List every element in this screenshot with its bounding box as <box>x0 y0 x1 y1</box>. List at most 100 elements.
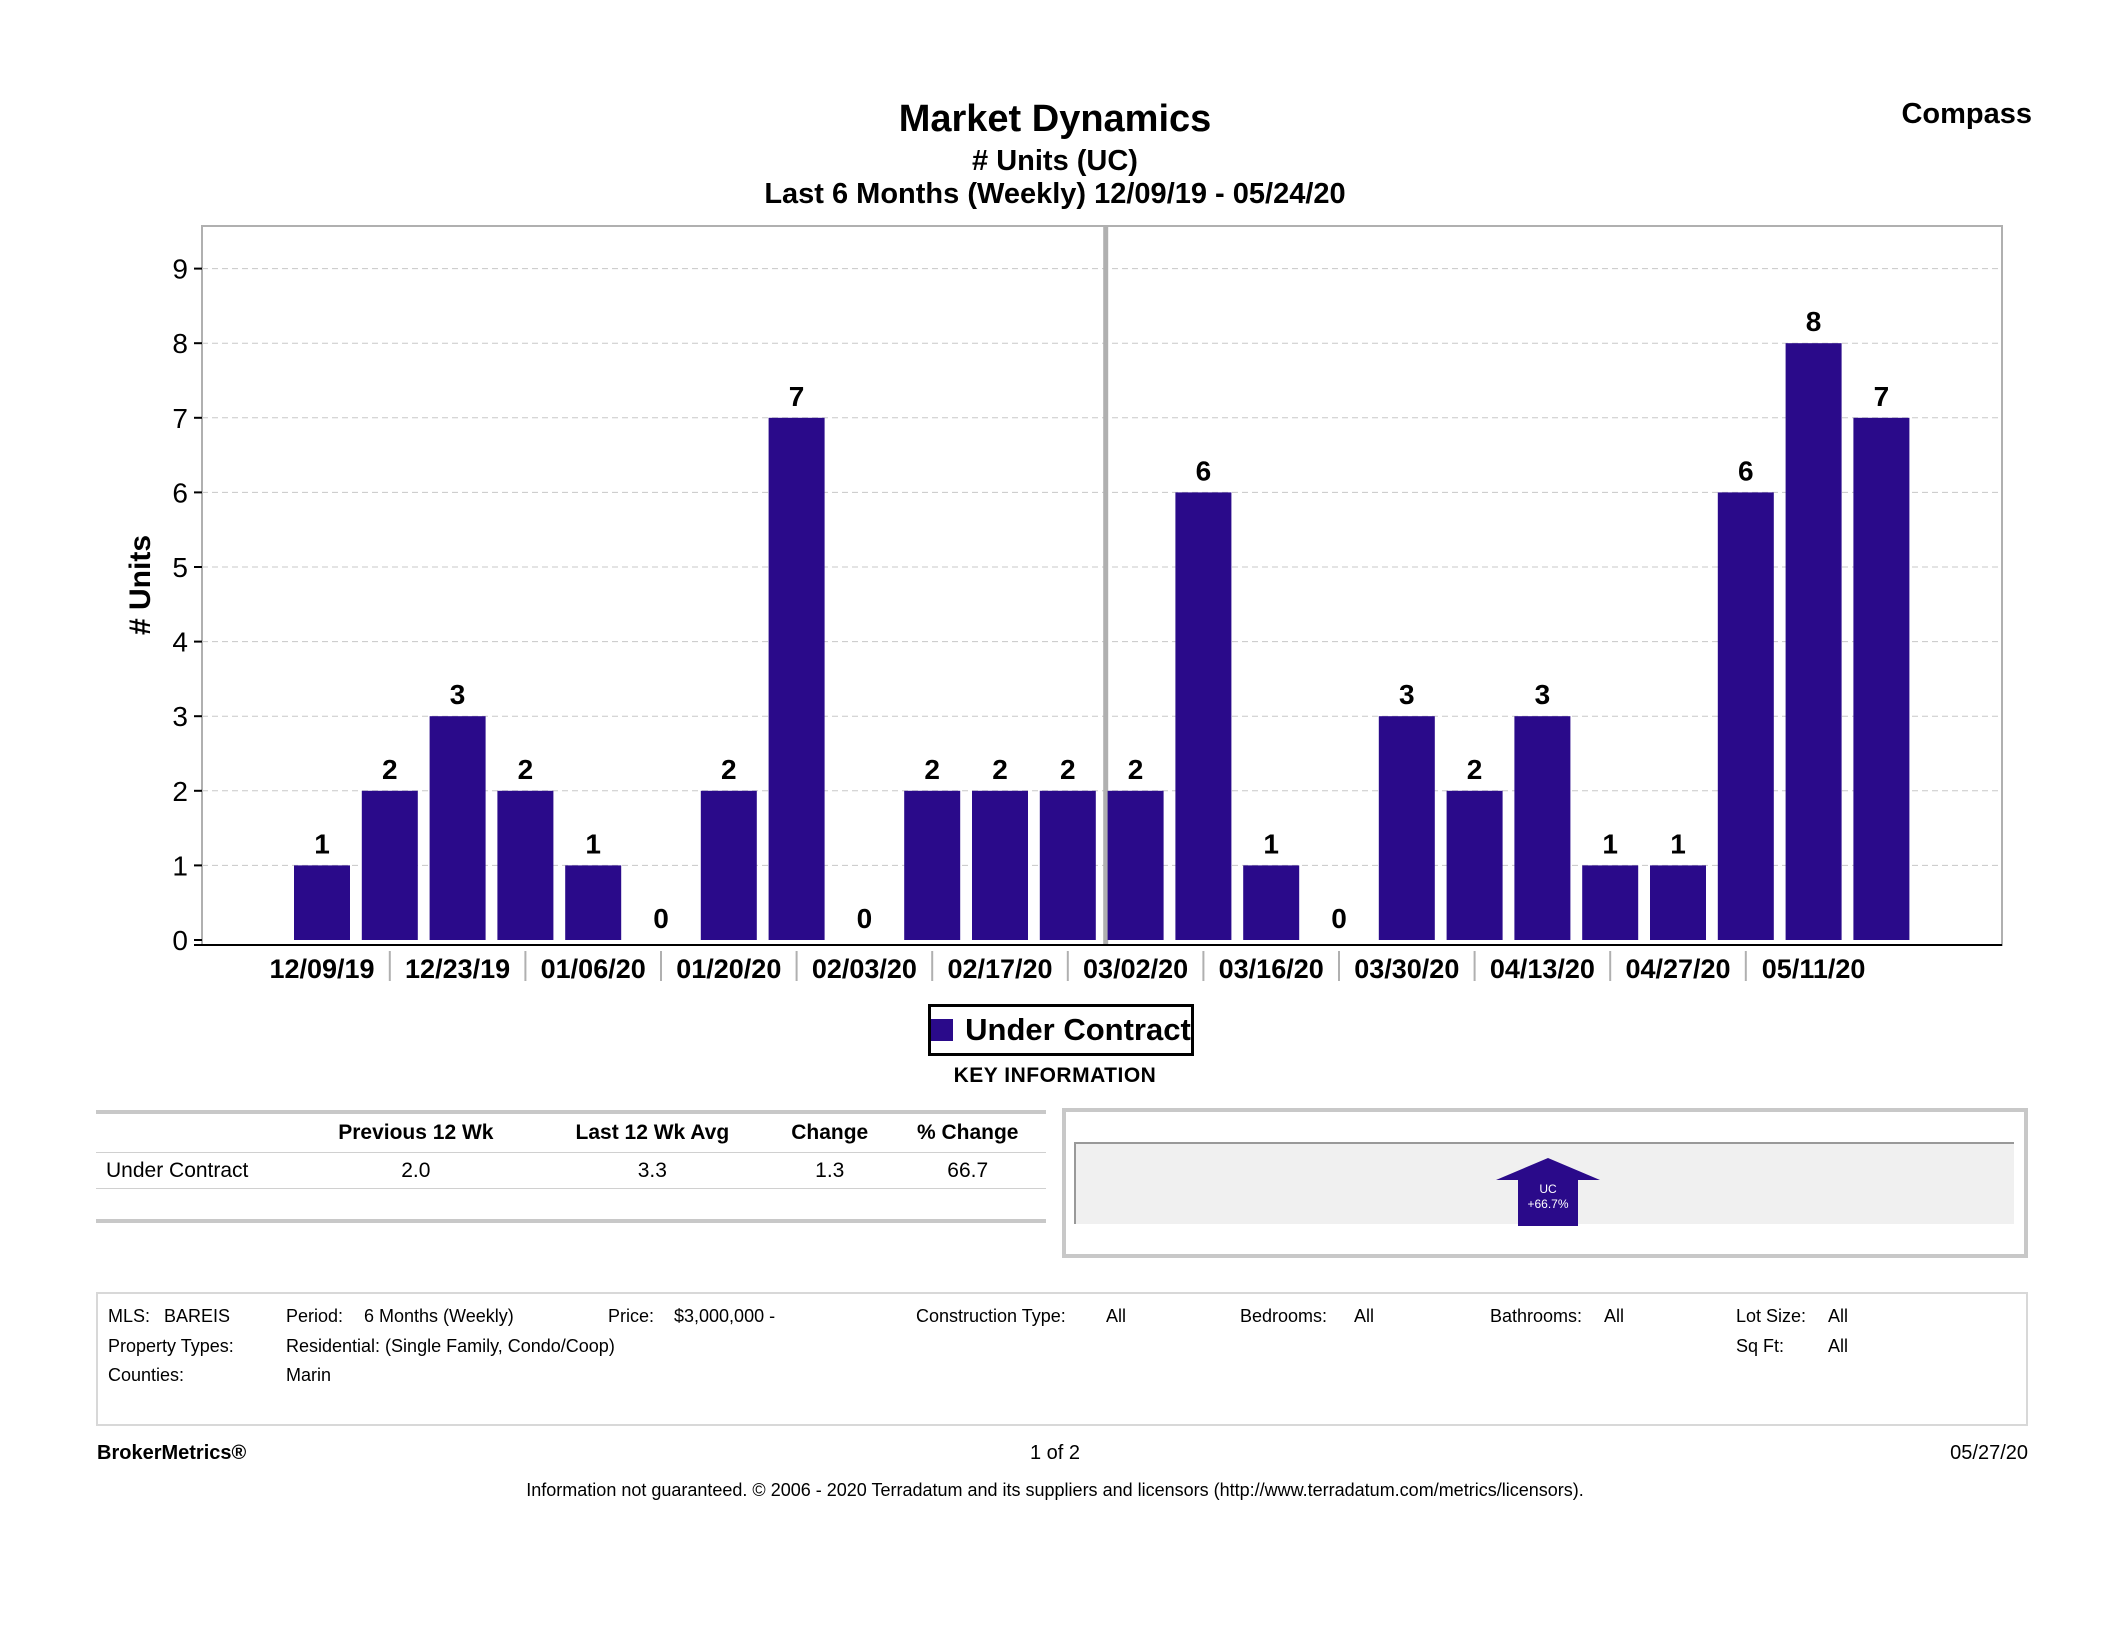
bar <box>1107 790 1164 940</box>
indicator-label: UC <box>1539 1182 1557 1196</box>
x-tick-label: 01/20/20 <box>676 954 781 984</box>
bathrooms-value: All <box>1604 1306 1625 1326</box>
bar-value-label: 0 <box>653 903 669 934</box>
last-avg-value: 3.3 <box>534 1152 771 1189</box>
y-tick-label: 9 <box>172 254 188 285</box>
counties-label: Counties: <box>108 1365 185 1385</box>
x-tick-label: 12/09/19 <box>269 954 374 984</box>
bar <box>904 790 961 940</box>
bar-value-label: 1 <box>314 828 330 859</box>
pct-change-value: 66.7 <box>889 1152 1046 1189</box>
indicator-value: +66.7% <box>1527 1197 1568 1211</box>
stats-table: Previous 12 Wk Last 12 Wk Avg Change % C… <box>96 1110 1046 1223</box>
bedrooms-label: Bedrooms: <box>1240 1306 1328 1326</box>
stats-header-previous: Previous 12 Wk <box>297 1114 535 1153</box>
bar-value-label: 7 <box>789 381 805 412</box>
key-information-title: KEY INFORMATION <box>953 1064 1157 1087</box>
bar <box>768 417 825 940</box>
bar-value-label: 1 <box>1602 828 1618 859</box>
bar-value-label: 0 <box>1331 903 1347 934</box>
bar-value-label: 6 <box>1738 455 1754 486</box>
legend-label: Under Contract <box>965 1012 1191 1047</box>
stats-bottom-rule <box>96 1219 1046 1223</box>
bar-value-label: 8 <box>1806 306 1822 337</box>
y-tick-label: 8 <box>172 328 188 359</box>
sqft-value: All <box>1828 1336 1849 1356</box>
disclaimer: Information not guaranteed. © 2006 - 202… <box>526 1480 1584 1500</box>
bar <box>700 790 757 940</box>
y-tick-label: 7 <box>172 403 188 434</box>
bathrooms-label: Bathrooms: <box>1490 1306 1583 1326</box>
bar <box>1446 790 1503 940</box>
mls-label: MLS: <box>108 1306 151 1326</box>
period-label: Period: <box>286 1306 344 1326</box>
change-value: 1.3 <box>770 1152 890 1189</box>
stats-header-pct-change: % Change <box>889 1114 1046 1153</box>
y-tick-label: 3 <box>172 701 188 732</box>
bar-value-label: 2 <box>1467 754 1483 785</box>
bar <box>1650 865 1706 940</box>
chart-period: Last 6 Months (Weekly) 12/09/19 - 05/24/… <box>764 178 1346 210</box>
stats-header-empty <box>96 1114 297 1153</box>
bar <box>1717 492 1774 940</box>
y-tick-label: 0 <box>172 925 188 956</box>
counties-value: Marin <box>286 1365 332 1385</box>
price-value: $3,000,000 - <box>674 1306 776 1326</box>
bar <box>1378 716 1435 940</box>
y-tick-label: 2 <box>172 776 188 807</box>
table-row: Under Contract 2.0 3.3 1.3 66.7 <box>96 1152 1046 1189</box>
bar <box>1175 492 1232 940</box>
stats-header-change: Change <box>770 1114 890 1153</box>
brand-name: Compass <box>1901 98 2032 130</box>
bar <box>1582 865 1639 940</box>
filter-summary: MLS: BAREIS Period: 6 Months (Weekly) Pr… <box>96 1292 2028 1426</box>
bar <box>1243 865 1300 940</box>
x-tick-label: 02/17/20 <box>947 954 1052 984</box>
legend-swatch <box>931 1019 954 1041</box>
bar <box>361 790 418 940</box>
bars <box>294 343 1910 940</box>
bar <box>1514 716 1571 940</box>
bar-value-label: 1 <box>1263 828 1279 859</box>
bar-value-label: 2 <box>382 754 398 785</box>
bar <box>1785 343 1842 940</box>
y-tick-label: 6 <box>172 477 188 508</box>
property-types-value: Residential: (Single Family, Condo/Coop) <box>286 1336 615 1356</box>
mls-value: BAREIS <box>164 1306 231 1326</box>
bar-value-label: 6 <box>1196 455 1212 486</box>
bar <box>497 790 554 940</box>
bar <box>565 865 622 940</box>
bar-value-label: 2 <box>992 754 1008 785</box>
stats-top-rule <box>96 1110 1046 1114</box>
bar-value-label: 2 <box>924 754 940 785</box>
bar-value-label: 3 <box>1535 679 1551 710</box>
bar <box>294 865 350 940</box>
bar-value-label: 0 <box>857 903 873 934</box>
bar-value-label: 1 <box>585 828 601 859</box>
bedrooms-value: All <box>1354 1306 1375 1326</box>
chart-title: Market Dynamics <box>898 98 1212 140</box>
previous-value: 2.0 <box>297 1152 535 1189</box>
lot-size-label: Lot Size: <box>1736 1306 1807 1326</box>
x-tick-label: 01/06/20 <box>541 954 646 984</box>
bar-value-label: 2 <box>721 754 737 785</box>
change-indicator-panel: UC +66.7% <box>1062 1108 2028 1258</box>
bar-value-label: 3 <box>1399 679 1415 710</box>
bar <box>1039 790 1096 940</box>
price-label: Price: <box>608 1306 655 1326</box>
chart-subtitle: # Units (UC) <box>972 145 1138 177</box>
bar-value-label: 2 <box>1060 754 1076 785</box>
bar <box>429 716 486 940</box>
bar-value-label: 2 <box>518 754 534 785</box>
x-tick-label: 04/13/20 <box>1490 954 1595 984</box>
bar-value-label: 7 <box>1874 381 1890 412</box>
lot-size-value: All <box>1828 1306 1849 1326</box>
bar <box>1853 417 1910 940</box>
x-tick-label: 02/03/20 <box>812 954 917 984</box>
report-date: 05/27/20 <box>1950 1442 2028 1464</box>
x-tick-label: 03/16/20 <box>1219 954 1324 984</box>
sqft-label: Sq Ft: <box>1736 1336 1785 1356</box>
up-arrow-icon: UC +66.7% <box>1496 1158 1600 1226</box>
